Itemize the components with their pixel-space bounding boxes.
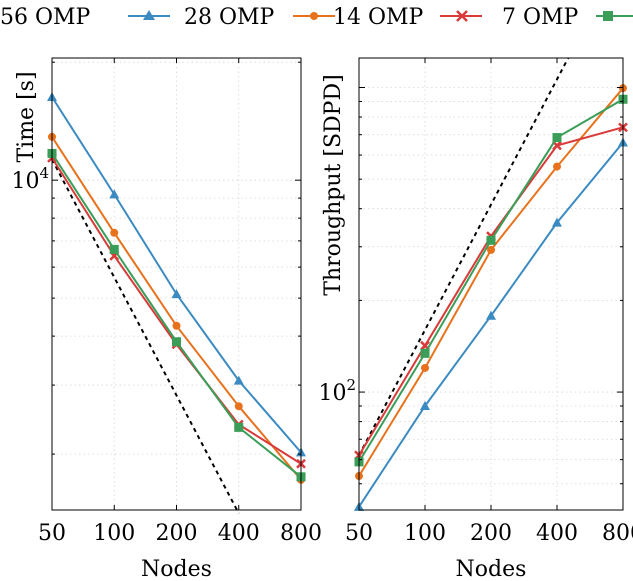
time-point-28-omp (110, 228, 119, 237)
time-y-tick-label: 104 (11, 164, 49, 194)
throughput-ideal-scaling-line (358, 57, 570, 456)
legend-label-56-omp: 56 OMP (0, 5, 91, 30)
time-y-tick-base: 10 (11, 169, 39, 194)
time-point-28-omp (172, 321, 181, 330)
time-point-56-omp (233, 375, 244, 385)
throughput-y-axis-title: Throughput [SDPD] (321, 74, 346, 295)
throughput-point-28-omp (421, 363, 429, 372)
time-x-tick-label: 200 (156, 521, 198, 546)
time-y-axis-title: Time [s] (14, 71, 39, 162)
time-x-tick-label: 400 (218, 521, 260, 546)
time-x-tick-label: 100 (93, 521, 135, 546)
time-x-tick-label: 50 (38, 521, 66, 546)
time-chart: 50 100 200 400 800 104 Nodes Time [s] (11, 57, 322, 581)
throughput-y-tick-exponent: 2 (346, 376, 356, 394)
throughput-point-7-omp (552, 133, 562, 143)
time-point-56-omp (171, 289, 182, 299)
throughput-x-tick-label: 800 (602, 521, 633, 546)
time-x-tick-label: 800 (280, 521, 322, 546)
time-point-7-omp (172, 337, 181, 347)
throughput-ticks (358, 58, 624, 510)
throughput-x-tick-label: 100 (404, 521, 446, 546)
legend-label-7-omp: 7 OMP (502, 5, 579, 30)
throughput-point-7-omp (420, 348, 430, 358)
throughput-x-axis-title: Nodes (456, 557, 527, 581)
time-grid (51, 58, 302, 510)
throughput-point-56-omp (552, 217, 562, 227)
time-point-28-omp (234, 402, 243, 411)
legend-swatch-7-omp (596, 11, 633, 21)
throughput-point-28-omp (487, 245, 495, 254)
legend: 56 OMP 28 OMP 14 OMP 7 OMP (0, 5, 633, 30)
time-point-7-omp (234, 422, 244, 432)
legend-label-14-omp: 14 OMP (333, 5, 424, 30)
throughput-x-tick-label: 400 (536, 521, 578, 546)
time-y-tick-exponent: 4 (39, 164, 49, 182)
time-ideal-scaling-line (51, 158, 240, 514)
throughput-x-tick-label: 50 (345, 521, 373, 546)
throughput-point-7-omp (486, 235, 496, 245)
throughput-y-tick-label: 102 (318, 376, 356, 406)
time-ticks (51, 58, 302, 510)
throughput-y-tick-base: 10 (318, 381, 346, 406)
throughput-series-line-28-omp (358, 87, 624, 477)
throughput-point-28-omp (553, 162, 561, 171)
time-point-56-omp (109, 189, 120, 199)
legend-swatch-56-omp (128, 10, 170, 20)
throughput-chart: 50 100 200 400 800 102 Nodes Throughput … (318, 57, 633, 581)
legend-swatch-28-omp (293, 12, 335, 20)
legend-swatch-14-omp (440, 10, 482, 22)
throughput-point-56-omp (420, 401, 430, 411)
throughput-point-56-omp (486, 310, 496, 320)
legend-label-28-omp: 28 OMP (184, 5, 275, 30)
time-x-axis-title: Nodes (141, 557, 212, 581)
throughput-grid (358, 58, 624, 510)
throughput-x-tick-label: 200 (470, 521, 512, 546)
time-point-7-omp (109, 244, 119, 254)
